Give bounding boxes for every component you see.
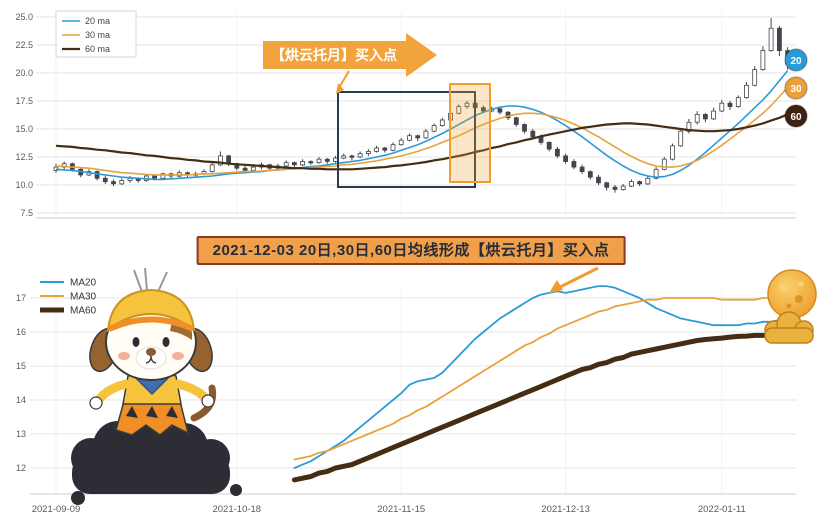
y-tick-label: 14 — [16, 395, 26, 405]
buy-point-callout-text: 【烘云托月】买入点 — [271, 47, 397, 63]
ma-badge-30 — [784, 76, 808, 100]
gold-cloud-icon — [764, 311, 814, 344]
dog-hood — [106, 288, 196, 333]
60ma-line — [55, 113, 789, 171]
x-tick-label: 2021-09-09 — [32, 504, 81, 515]
moon-cloud-illustration — [764, 269, 817, 344]
callout-connector-arrow — [339, 70, 350, 87]
y-tick-label: 15.0 — [15, 124, 33, 134]
pattern-banner-text: 2021-12-03 20日,30日,60日均线形成【烘云托月】买入点 — [212, 242, 610, 259]
buy-point-callout — [263, 33, 437, 77]
dog-mascot-illustration — [71, 267, 242, 505]
pattern-highlight-box — [337, 91, 476, 188]
legend-label: MA30 — [70, 292, 97, 303]
ma-badge-text: 30 — [790, 84, 802, 95]
y-tick-label: 15 — [16, 361, 26, 371]
ma-badge-text: 20 — [790, 56, 802, 67]
dog-face — [118, 337, 184, 370]
y-tick-label: 7.5 — [20, 208, 33, 218]
ma-badge-text: 60 — [790, 112, 802, 123]
30ma-line — [55, 87, 789, 176]
top-candlestick-chart: 25.0 22.5 20.0 17.5 15.0 12.5 10.0 7.5 【烘云托月】买入点… — [15, 10, 808, 219]
dog-arms — [89, 379, 215, 410]
skirt-pattern — [126, 406, 178, 418]
banner-arrow — [559, 266, 599, 289]
buy-point-highlight-band — [449, 83, 491, 183]
legend-label: 20 ma — [85, 16, 110, 26]
20ma-line — [55, 70, 789, 181]
straw-sprigs-icon — [133, 267, 168, 293]
x-tick-label: 2021-10-18 — [212, 504, 261, 515]
y-tick-label: 17.5 — [15, 96, 33, 106]
MA20-line — [293, 285, 789, 469]
y-tick-label: 12.5 — [15, 152, 33, 162]
dog-headband — [107, 316, 195, 332]
moon-icon — [767, 269, 817, 319]
legend-label: 60 ma — [85, 44, 110, 54]
ma-badge-20 — [784, 48, 808, 72]
bottom-ma-chart: 17 16 15 14 13 12 2021-09-09 2021-10-18 2021-11-… — [16, 266, 796, 515]
y-tick-label: 17 — [16, 293, 26, 303]
pattern-banner: 2021-12-03 20日,30日,60日均线形成【烘云托月】买入点 — [196, 236, 626, 265]
y-tick-label: 22.5 — [15, 40, 33, 50]
MA60-line — [291, 332, 791, 483]
x-tick-label: 2021-12-13 — [541, 504, 590, 515]
y-tick-label: 25.0 — [15, 12, 33, 22]
x-tick-label: 2021-11-15 — [377, 504, 425, 515]
MA30-line — [293, 297, 789, 461]
legend-label: MA60 — [70, 306, 97, 317]
y-tick-label: 10.0 — [15, 180, 33, 190]
x-tick-label: 2022-01-11 — [698, 504, 746, 515]
y-tick-label: 16 — [16, 327, 26, 337]
legend-label: 30 ma — [85, 30, 110, 40]
y-tick-label: 13 — [16, 429, 26, 439]
legend-label: MA20 — [70, 278, 97, 289]
y-tick-label: 20.0 — [15, 68, 33, 78]
ma-badge-60 — [784, 104, 808, 128]
y-tick-label: 12 — [16, 463, 26, 473]
